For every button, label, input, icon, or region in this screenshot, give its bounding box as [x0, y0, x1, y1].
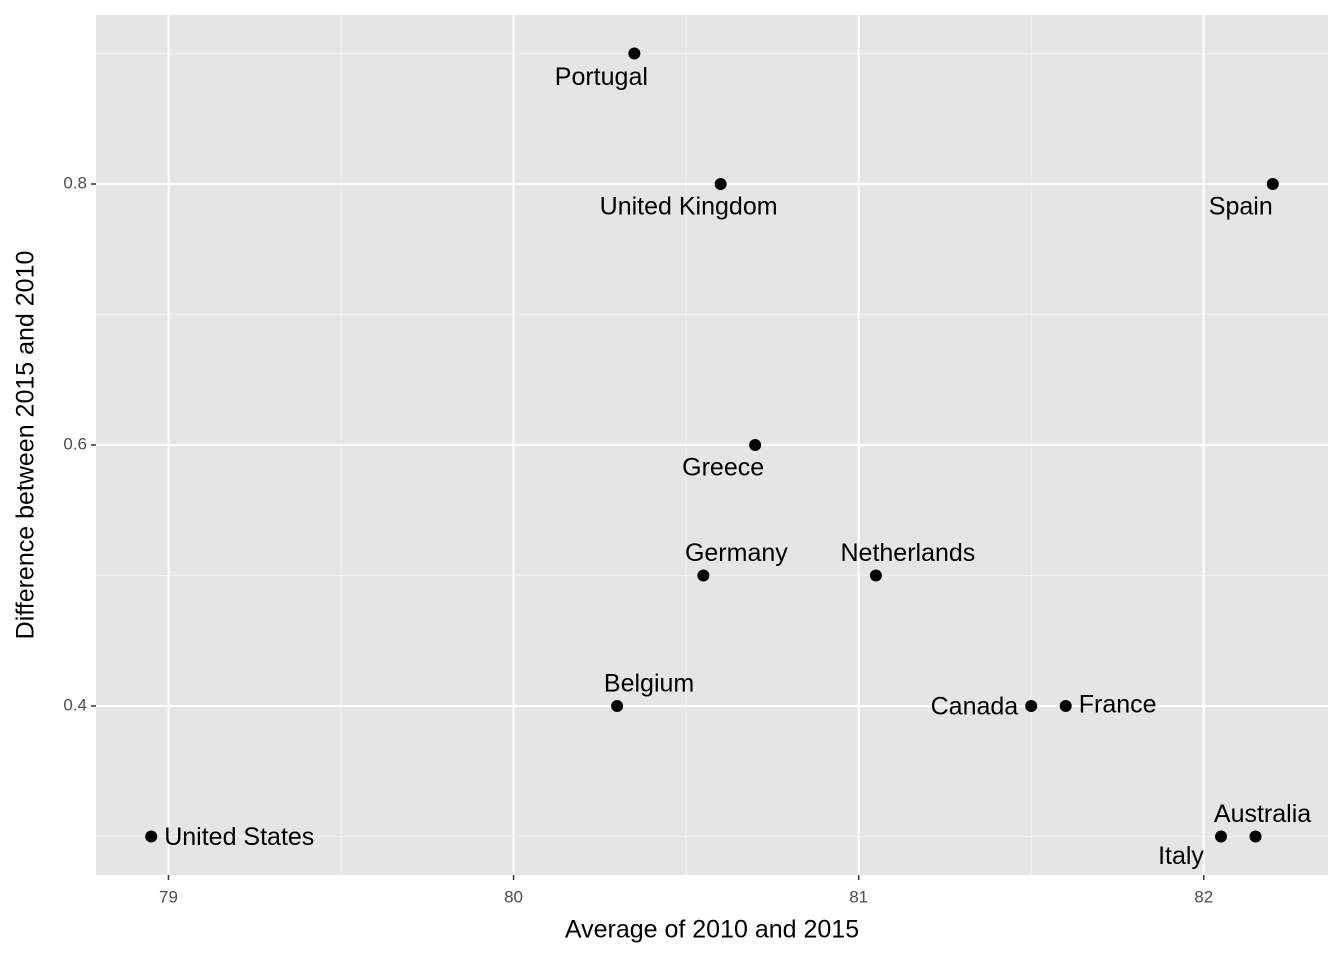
point-label: Netherlands [841, 539, 976, 567]
point [1266, 177, 1279, 190]
point-label: Belgium [604, 670, 694, 698]
point [1025, 700, 1038, 713]
point [869, 569, 882, 582]
y-tick-label: 0.4 [63, 695, 87, 714]
point-label: Greece [682, 454, 764, 482]
x-tick-label: 82 [1194, 887, 1213, 906]
x-tick-label: 79 [159, 887, 178, 906]
y-tick-label: 0.8 [63, 173, 87, 192]
point [697, 569, 710, 582]
point-label: Germany [685, 539, 788, 567]
x-tick-label: 80 [504, 887, 523, 906]
x-axis-title: Average of 2010 and 2015 [565, 916, 859, 944]
point [714, 177, 727, 190]
y-axis-title: Difference between 2015 and 2010 [12, 251, 40, 640]
y-tick-label: 0.6 [63, 434, 87, 453]
point [145, 830, 158, 843]
x-tick-label: 81 [849, 887, 868, 906]
point-label: Portugal [555, 63, 648, 91]
point-label: United Kingdom [600, 193, 778, 221]
point-label: France [1079, 691, 1157, 719]
point [611, 700, 624, 713]
point-label: Spain [1209, 193, 1273, 221]
point [628, 47, 641, 60]
point [1249, 830, 1262, 843]
point [1059, 700, 1072, 713]
point [749, 439, 762, 451]
point [1215, 830, 1228, 843]
point-label: United States [164, 823, 314, 851]
point-label: Italy [1158, 842, 1204, 870]
point-label: Australia [1214, 800, 1311, 828]
point-label: Canada [931, 693, 1019, 721]
